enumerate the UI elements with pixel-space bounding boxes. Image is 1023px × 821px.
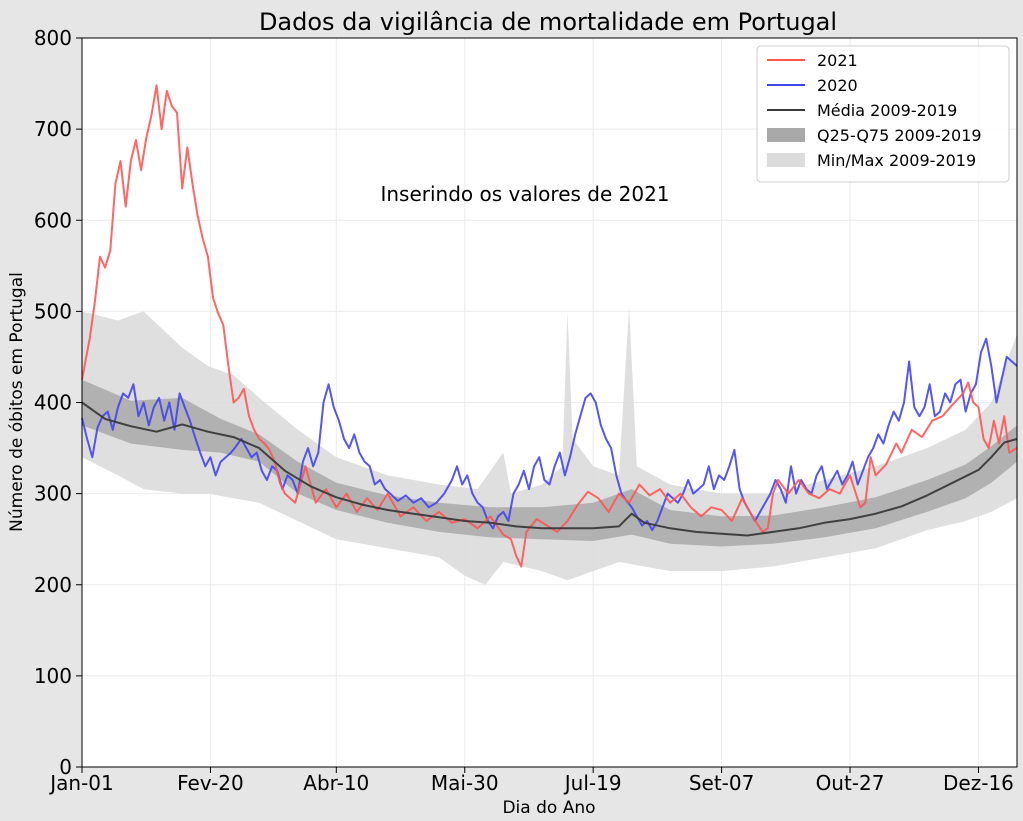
y-axis-label: Número de óbitos em Portugal bbox=[7, 272, 27, 532]
series-line-m-dia-2009-2019 bbox=[81, 401, 1018, 537]
x-tick-label: Mai-30 bbox=[431, 771, 499, 795]
chart-title: Dados da vigilância de mortalidade em Po… bbox=[259, 8, 837, 36]
y-tick-label: 400 bbox=[34, 391, 72, 415]
y-tick-label: 500 bbox=[34, 299, 72, 323]
legend-label: 2021 bbox=[817, 51, 858, 70]
x-axis-label: Dia do Ano bbox=[502, 798, 595, 818]
x-tick-label: Out-27 bbox=[816, 771, 885, 795]
legend-label: Q25-Q75 2009-2019 bbox=[817, 126, 982, 145]
x-tick-label: Abr-10 bbox=[303, 771, 369, 795]
y-tick-label: 100 bbox=[34, 664, 72, 688]
band-q25-q75-2009-2019 bbox=[82, 379, 1017, 547]
legend-label: 2020 bbox=[817, 76, 858, 95]
x-tick-label: Jul-19 bbox=[563, 771, 622, 795]
x-tick-label: Set-07 bbox=[689, 771, 755, 795]
y-tick-label: 200 bbox=[34, 573, 72, 597]
y-tick-label: 300 bbox=[34, 482, 72, 506]
y-tick-label: 0 bbox=[59, 755, 72, 779]
y-tick-label: 800 bbox=[34, 26, 72, 50]
x-tick-label: Jan-01 bbox=[48, 771, 114, 795]
y-tick-label: 600 bbox=[34, 208, 72, 232]
legend: 2021 2020 Média 2009-2019 Q25-Q75 2009-2019… bbox=[756, 45, 1010, 183]
legend-swatch bbox=[767, 128, 805, 142]
series-line-2020 bbox=[81, 337, 1018, 532]
chart-annotation: Inserindo os valores de 2021 bbox=[380, 182, 669, 206]
axes: 0 100 200 300 400 500 600 700 800 Jan-01 Fev-20 Abr… bbox=[34, 26, 1014, 795]
x-tick-label: Fev-20 bbox=[177, 771, 244, 795]
legend-label: Média 2009-2019 bbox=[817, 101, 957, 120]
x-tick-label: Dez-16 bbox=[943, 771, 1014, 795]
data-layer bbox=[81, 84, 1018, 585]
legend-label: Min/Max 2009-2019 bbox=[817, 151, 976, 170]
legend-swatch bbox=[767, 153, 805, 167]
legend-box bbox=[756, 45, 1010, 183]
y-tick-label: 700 bbox=[34, 117, 72, 141]
series-line-2021 bbox=[81, 84, 1018, 568]
